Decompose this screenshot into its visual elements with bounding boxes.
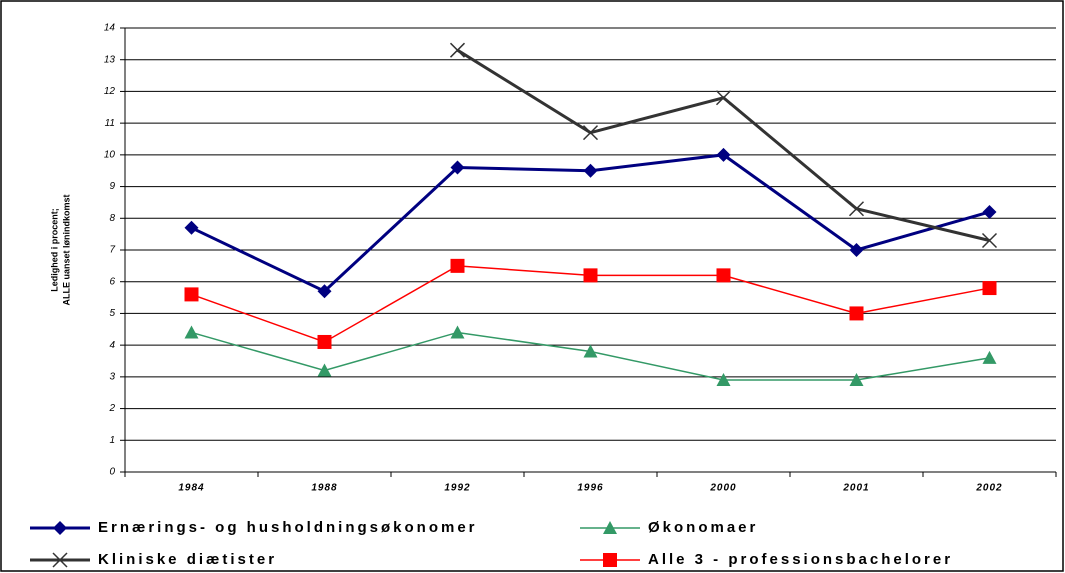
marker — [52, 552, 68, 568]
marker — [716, 268, 731, 283]
marker — [982, 350, 997, 364]
legend-label: Økonomaer — [648, 519, 758, 536]
y-tick-label: 5 — [109, 308, 115, 319]
marker — [583, 268, 598, 283]
marker — [450, 325, 465, 339]
y-tick-label: 2 — [108, 403, 115, 414]
y-tick-label: 13 — [104, 54, 116, 65]
y-axis-label: ALLE uanset lønindkomst — [61, 194, 71, 305]
y-tick-label: 6 — [109, 276, 115, 287]
marker — [450, 258, 465, 273]
marker — [982, 281, 997, 296]
marker — [583, 163, 598, 178]
x-tick-label: 2001 — [842, 483, 869, 494]
y-axis-label: Ledighed i procent; — [49, 208, 59, 292]
y-tick-label: 10 — [104, 149, 116, 160]
x-tick-label: 2002 — [975, 483, 1002, 494]
marker — [848, 201, 865, 217]
marker — [981, 232, 998, 249]
y-tick-label: 1 — [109, 435, 115, 446]
marker — [317, 334, 332, 349]
marker — [53, 521, 67, 535]
marker — [716, 147, 731, 162]
y-tick-label: 0 — [109, 467, 115, 478]
marker — [849, 243, 864, 257]
marker — [603, 553, 617, 567]
y-tick-label: 4 — [109, 340, 115, 351]
y-tick-label: 3 — [109, 371, 115, 382]
y-tick-label: 11 — [105, 118, 115, 129]
marker — [317, 363, 332, 377]
marker — [317, 284, 332, 299]
marker — [716, 373, 731, 387]
marker — [184, 325, 199, 339]
x-tick-label: 2000 — [709, 483, 736, 494]
x-tick-label: 1988 — [311, 483, 337, 494]
x-tick-label: 1996 — [577, 483, 603, 494]
marker — [603, 521, 617, 534]
marker — [849, 373, 864, 387]
x-tick-label: 1992 — [444, 483, 470, 494]
legend-label: Kliniske diætister — [98, 551, 277, 568]
y-tick-label: 7 — [109, 245, 115, 256]
marker — [583, 344, 598, 358]
legend-label: Ernærings- og husholdningsøkonomer — [98, 519, 478, 536]
legend-label: Alle 3 - professionsbachelorer — [648, 551, 953, 568]
x-tick-label: 1984 — [178, 483, 204, 494]
marker — [715, 90, 732, 106]
marker — [450, 160, 465, 175]
marker — [982, 204, 997, 219]
y-tick-label: 8 — [109, 213, 115, 224]
y-tick-label: 14 — [104, 23, 116, 34]
marker — [582, 125, 599, 141]
marker — [449, 42, 466, 58]
y-tick-label: 9 — [109, 181, 115, 192]
marker — [849, 306, 864, 321]
y-tick-label: 12 — [104, 86, 116, 97]
marker — [184, 287, 199, 302]
marker — [184, 220, 199, 235]
